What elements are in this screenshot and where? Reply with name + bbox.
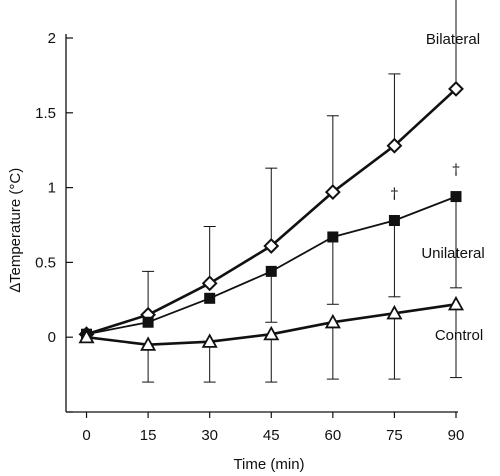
- axes: 0 0.5 1 1.5 2 0 15 30 45 60 75 90 Time (min) ∆Tempera…: [7, 30, 464, 473]
- marker-unilateral: [142, 316, 154, 328]
- y-tick-label: 2: [48, 30, 56, 47]
- marker-bilateral: [324, 184, 341, 201]
- marker-unilateral: [327, 231, 339, 243]
- dagger-annotation: †: [452, 161, 460, 179]
- y-tick-label: 1: [48, 180, 56, 197]
- marker-control: [140, 336, 157, 351]
- marker-control: [386, 304, 403, 320]
- y-tick-label: 0: [48, 329, 56, 346]
- dagger-annotation: †: [391, 185, 399, 203]
- y-tick-label: 1.5: [35, 105, 56, 122]
- series-markers: [78, 80, 465, 351]
- marker-bilateral: [263, 238, 280, 254]
- x-tick-label: 90: [448, 427, 465, 444]
- labels: † † Bilateral Unilateral Control: [391, 31, 485, 344]
- marker-unilateral: [265, 265, 277, 277]
- marker-unilateral: [388, 215, 400, 227]
- x-tick-label: 0: [82, 427, 90, 444]
- x-tick-label: 45: [263, 427, 280, 444]
- marker-control: [324, 313, 341, 329]
- series-label-bilateral: Bilateral: [426, 31, 480, 48]
- marker-control: [447, 295, 465, 311]
- y-tick-label: 0.5: [35, 254, 56, 271]
- series-label-control: Control: [435, 327, 483, 344]
- marker-bilateral: [201, 275, 218, 292]
- x-tick-label: 30: [201, 427, 218, 444]
- x-tick-label: 75: [386, 427, 403, 444]
- marker-control: [201, 333, 218, 348]
- series-label-unilateral: Unilateral: [421, 245, 484, 262]
- x-tick-label: 60: [324, 427, 341, 444]
- marker-control: [78, 328, 95, 344]
- marker-control: [263, 325, 280, 341]
- error-bars: [142, 0, 462, 383]
- x-tick-label: 15: [140, 427, 157, 444]
- marker-bilateral: [448, 80, 464, 97]
- marker-bilateral: [386, 137, 403, 154]
- y-axis-title: ∆Temperature (°C): [7, 168, 24, 292]
- marker-unilateral: [450, 191, 462, 203]
- marker-unilateral: [204, 292, 216, 304]
- x-axis-title: Time (min): [233, 456, 304, 473]
